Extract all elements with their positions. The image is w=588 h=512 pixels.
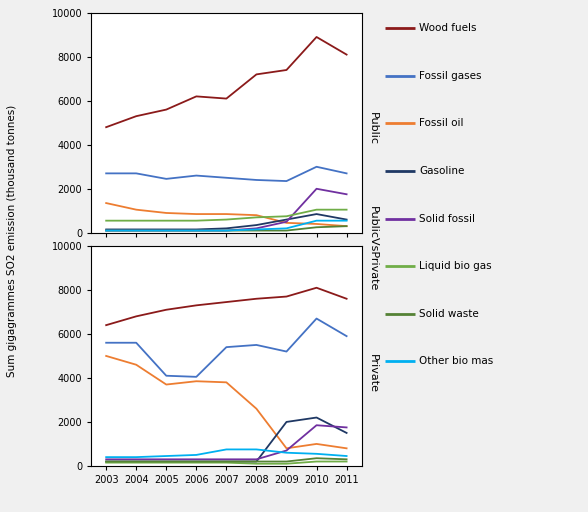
Text: Wood fuels: Wood fuels (419, 23, 477, 33)
Text: Other bio mas: Other bio mas (419, 356, 493, 367)
Text: Fossil oil: Fossil oil (419, 118, 464, 129)
Text: Public: Public (368, 112, 377, 144)
Text: Solid fossil: Solid fossil (419, 214, 475, 224)
Text: Liquid bio gas: Liquid bio gas (419, 261, 492, 271)
Text: PublicVsPrivate: PublicVsPrivate (368, 206, 377, 291)
Text: Solid waste: Solid waste (419, 309, 479, 319)
Text: Gasoline: Gasoline (419, 166, 465, 176)
Text: Fossil gases: Fossil gases (419, 71, 482, 81)
Text: Private: Private (368, 354, 377, 393)
Text: Sum gigagrammes SO2 emission (thousand tonnes): Sum gigagrammes SO2 emission (thousand t… (6, 104, 17, 377)
